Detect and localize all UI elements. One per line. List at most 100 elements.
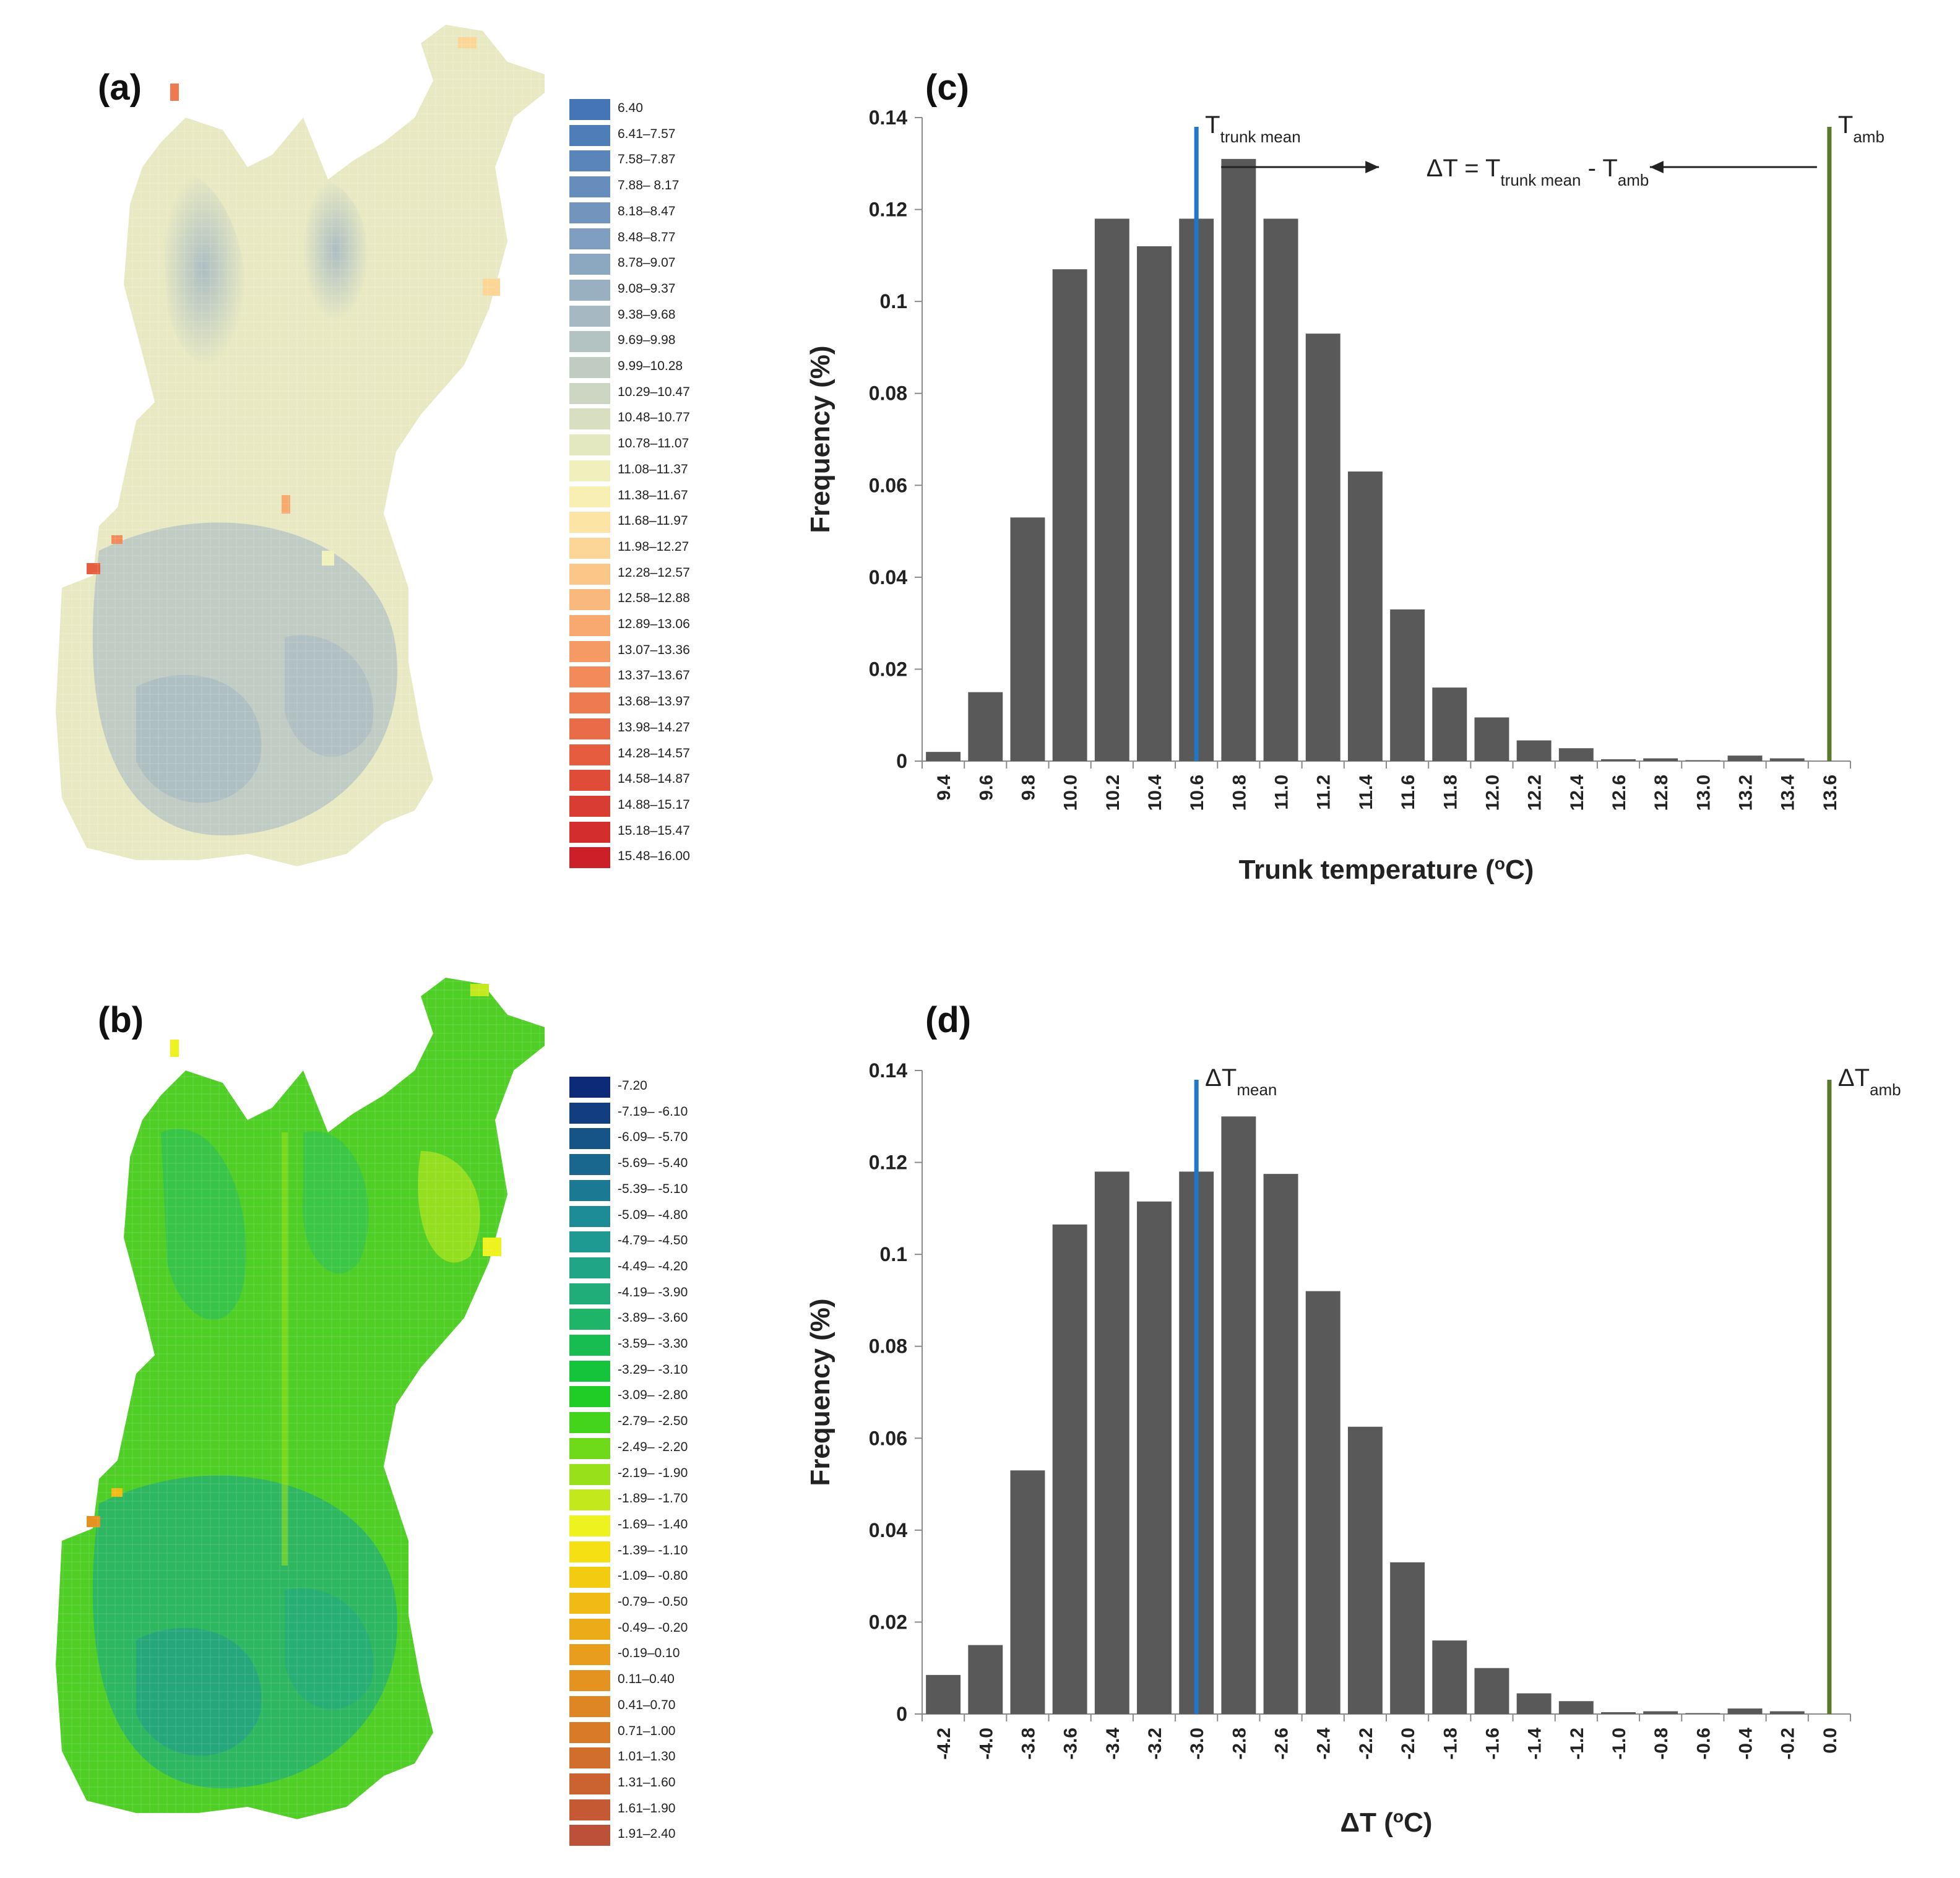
y-tick-label: 0.12 <box>869 1152 907 1174</box>
map-a-legend-swatch <box>569 744 610 765</box>
y-tick-label: 0.02 <box>869 658 907 680</box>
histogram-bar <box>1558 748 1594 761</box>
y-tick-label: 0.06 <box>869 1427 907 1449</box>
histogram-bar <box>1221 1116 1256 1714</box>
map-b-legend-label: -1.09– -0.80 <box>618 1569 688 1583</box>
histogram-bar <box>1601 1712 1636 1714</box>
delta-t-equation: ΔT = Ttrunk mean - Tamb <box>1427 155 1649 189</box>
x-tick-label: -1.8 <box>1440 1728 1461 1760</box>
x-tick-label: 12.8 <box>1651 775 1672 811</box>
histogram-bar <box>1010 1470 1045 1714</box>
x-tick-label: -2.6 <box>1272 1728 1292 1760</box>
x-tick-label: -3.8 <box>1018 1728 1038 1760</box>
histogram-bar <box>1769 1711 1805 1714</box>
x-tick-label: -2.0 <box>1398 1728 1418 1760</box>
map-a-legend-swatch <box>569 460 610 481</box>
x-tick-label: -0.8 <box>1651 1728 1672 1760</box>
x-tick-label: -4.2 <box>934 1728 954 1760</box>
x-tick-label: 10.6 <box>1187 775 1207 811</box>
histogram-bar <box>1516 740 1552 761</box>
x-tick-label: 10.0 <box>1061 775 1081 811</box>
x-tick-label: 12.6 <box>1609 775 1630 811</box>
map-a-legend-swatch <box>569 563 610 585</box>
map-a-legend-label: 14.58–14.87 <box>618 772 690 786</box>
map-b-legend-swatch <box>569 1567 610 1588</box>
y-tick-label: 0.06 <box>869 474 907 496</box>
histogram-bar <box>968 1645 1003 1714</box>
x-tick-label: 9.4 <box>934 775 954 801</box>
histogram-bar <box>1643 1711 1678 1714</box>
map-b-legend-label: -5.69– -5.40 <box>618 1156 688 1171</box>
histogram-bar <box>1010 517 1045 761</box>
map-b-legend-label: -7.19– -6.10 <box>618 1104 688 1119</box>
x-tick-label: 13.6 <box>1820 775 1841 811</box>
map-b-legend-swatch <box>569 1644 610 1666</box>
histogram-bar <box>1390 609 1425 761</box>
map-b-legend-label: 1.91–2.40 <box>618 1827 676 1841</box>
map-b-legend-label: -2.79– -2.50 <box>618 1414 688 1429</box>
x-tick-label: 0.0 <box>1820 1728 1841 1754</box>
y-tick-label: 0.1 <box>880 290 907 312</box>
histogram-bar <box>1221 158 1256 761</box>
map-b-legend-swatch <box>569 1231 610 1253</box>
x-tick-label: -1.4 <box>1525 1728 1545 1760</box>
x-tick-label: 11.8 <box>1440 775 1461 810</box>
x-tick-label: 12.2 <box>1525 775 1545 811</box>
histogram-bar <box>968 692 1003 761</box>
histogram-bar <box>1390 1562 1425 1714</box>
map-a-legend-swatch <box>569 692 610 714</box>
map-a-legend-swatch <box>569 770 610 791</box>
x-tick-label: -3.2 <box>1145 1728 1165 1760</box>
map-a-legend-label: 10.29–10.47 <box>618 384 690 399</box>
y-tick-label: 0.14 <box>869 1059 907 1082</box>
map-b-legend-label: -0.19–0.10 <box>618 1646 680 1661</box>
map-b-legend-label: -5.39– -5.10 <box>618 1181 688 1196</box>
histogram-bar <box>1094 1171 1129 1714</box>
map-b-legend-swatch <box>569 1412 610 1434</box>
panel-label-b: (b) <box>98 1000 144 1040</box>
map-b-legend-swatch <box>569 1721 610 1743</box>
map-b-legend-label: -6.09– -5.70 <box>618 1130 688 1145</box>
map-b-legend-label: -1.69– -1.40 <box>618 1517 688 1531</box>
histogram-bar <box>1094 218 1129 761</box>
map-b-legend-label: -1.39– -1.10 <box>618 1543 688 1557</box>
map-a-legend-swatch <box>569 640 610 662</box>
map-b-legend-swatch <box>569 1128 610 1150</box>
map-b-legend-swatch <box>569 1515 610 1536</box>
map-a-legend-label: 11.98–12.27 <box>618 539 689 554</box>
y-tick-label: 0.04 <box>869 1519 907 1541</box>
x-tick-label: 11.6 <box>1398 775 1418 810</box>
x-tick-label: -3.0 <box>1187 1728 1207 1760</box>
map-a-legend-label: 10.48–10.77 <box>618 410 690 425</box>
arrow-right-head <box>1365 161 1379 173</box>
histogram-bar <box>1137 246 1172 761</box>
histogram-bar <box>1305 334 1340 761</box>
map-a-legend-label: 15.18–15.47 <box>618 823 690 838</box>
map-a-legend-swatch <box>569 486 610 507</box>
x-tick-label: 10.8 <box>1229 775 1250 811</box>
map-a-legend-label: 11.68–11.97 <box>618 514 688 528</box>
map-b-legend-label: 1.31–1.60 <box>618 1775 676 1790</box>
map-a-legend-swatch <box>569 331 610 353</box>
x-tick-label: 13.4 <box>1778 775 1798 811</box>
map-b-legend-label: -3.09– -2.80 <box>618 1388 688 1403</box>
map-a-legend-swatch <box>569 124 610 146</box>
histogram-bar <box>1432 1640 1467 1714</box>
x-tick-label: 10.4 <box>1145 775 1165 811</box>
map-b-legend-label: -3.29– -3.10 <box>618 1362 688 1377</box>
panel-label-c: (c) <box>925 67 969 108</box>
y-tick-label: 0 <box>896 750 907 772</box>
x-tick-label: 11.0 <box>1272 775 1292 810</box>
x-tick-label: 11.2 <box>1314 775 1334 810</box>
histogram-bar <box>1769 758 1805 761</box>
y-tick-label: 0.1 <box>880 1243 907 1265</box>
x-tick-label: 13.0 <box>1693 775 1714 811</box>
map-b-legend-label: -0.79– -0.50 <box>618 1595 688 1609</box>
map-b-legend-swatch <box>569 1102 610 1124</box>
map-b <box>56 978 545 1819</box>
map-b-legend-label: -2.49– -2.20 <box>618 1439 688 1454</box>
map-a-legend-swatch <box>569 202 610 223</box>
map-a-legend-label: 8.48–8.77 <box>618 230 676 244</box>
histogram-bar <box>1305 1291 1340 1714</box>
map-a-legend-label: 6.41–7.57 <box>618 126 676 141</box>
